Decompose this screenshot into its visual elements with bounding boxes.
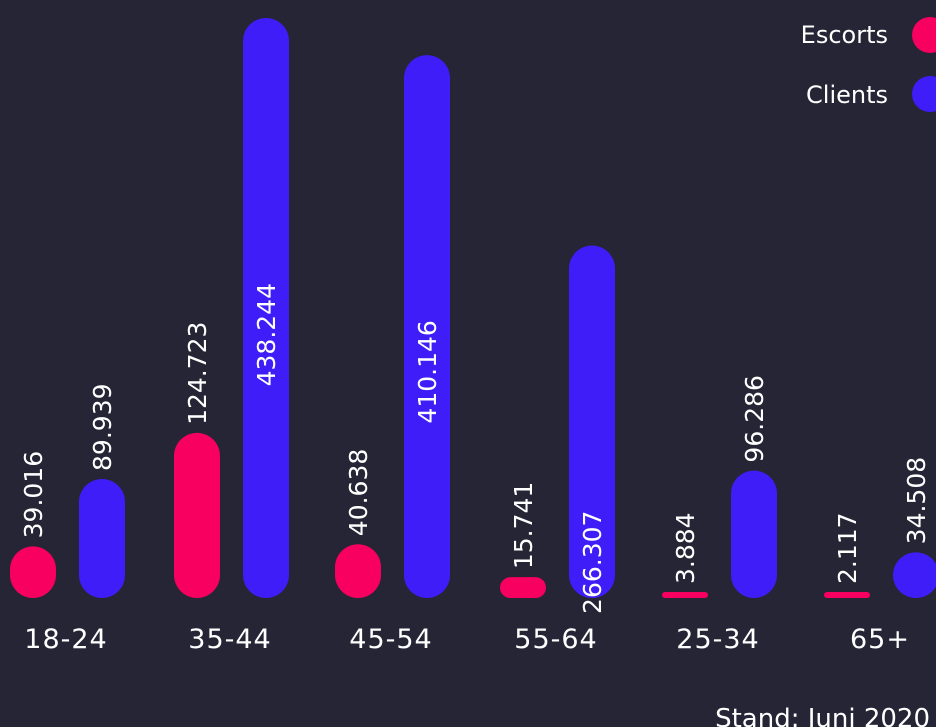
legend-label-clients: Clients	[806, 81, 888, 109]
bar-clients-45-54	[404, 55, 450, 598]
legend-label-escorts: Escorts	[801, 21, 888, 49]
value-label-escorts-65+: 2.117	[833, 512, 862, 584]
category-label-25-34: 25-34	[676, 624, 759, 655]
footer-note: Stand: Juni 2020	[715, 704, 930, 727]
value-label-clients-35-44: 438.244	[252, 283, 281, 386]
bar-escorts-18-24	[10, 546, 56, 598]
bars: 39.016 89.939 18-24 124.723 438.244 35-44 40.6…	[10, 18, 936, 655]
bar-escorts-35-44	[174, 432, 220, 598]
value-label-clients-45-54: 410.146	[413, 320, 442, 423]
value-label-clients-55-64: 266.307	[578, 511, 607, 614]
value-label-clients-65+: 34.508	[902, 457, 931, 544]
bar-escorts-55-64	[500, 577, 546, 598]
category-label-55-64: 55-64	[514, 624, 597, 655]
bar-escorts-65+	[824, 592, 870, 598]
value-label-escorts-18-24: 39.016	[19, 451, 48, 538]
value-label-clients-25-34: 96.286	[740, 375, 769, 462]
value-label-escorts-45-54: 40.638	[344, 449, 373, 536]
bar-clients-65+	[893, 552, 936, 598]
value-label-escorts-25-34: 3.884	[671, 512, 700, 584]
bar-clients-55-64	[569, 245, 615, 598]
bar-escorts-45-54	[335, 544, 381, 598]
value-label-escorts-35-44: 124.723	[183, 322, 212, 425]
bar-clients-25-34	[731, 470, 777, 598]
category-label-35-44: 35-44	[188, 624, 271, 655]
category-label-45-54: 45-54	[349, 624, 432, 655]
category-label-65+: 65+	[850, 624, 910, 655]
bar-clients-35-44	[243, 18, 289, 598]
value-label-clients-18-24: 89.939	[88, 383, 117, 470]
category-label-18-24: 18-24	[24, 624, 107, 655]
bar-escorts-25-34	[662, 592, 708, 598]
legend-swatch-clients	[912, 76, 936, 112]
legend-swatch-escorts	[912, 17, 936, 53]
bar-clients-18-24	[79, 478, 125, 598]
value-label-escorts-55-64: 15.741	[509, 482, 538, 569]
legend: Escorts Clients	[801, 17, 936, 112]
